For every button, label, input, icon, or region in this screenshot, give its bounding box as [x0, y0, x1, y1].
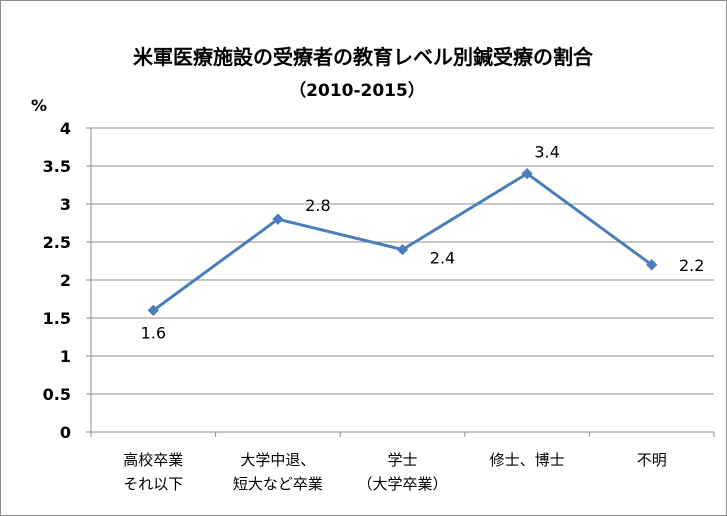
y-tick-labels: 0 0.5 1 1.5 2 2.5 3 3.5 4 — [43, 119, 71, 442]
gridlines — [91, 127, 714, 395]
y-tick-label: 1 — [60, 347, 71, 366]
data-label: 3.4 — [534, 143, 559, 162]
x-category-label: 学士 — [387, 451, 417, 469]
y-tick-label: 2.5 — [43, 233, 71, 252]
x-category-label: 高校卒業 — [123, 451, 183, 469]
y-tick-label: 3.5 — [43, 157, 71, 176]
data-label: 2.8 — [305, 196, 330, 215]
y-axis-unit-label: % — [31, 96, 47, 115]
x-category-label: （大学卒業） — [357, 475, 447, 493]
series-line-group — [147, 167, 658, 317]
x-category-label: 短大など卒業 — [233, 475, 323, 493]
y-tick-label: 0.5 — [43, 385, 71, 404]
y-tick-label: 4 — [60, 119, 71, 138]
y-tick-label: 1.5 — [43, 309, 71, 328]
y-tick-label: 0 — [60, 423, 71, 442]
x-category-label: それ以下 — [123, 475, 183, 493]
data-label: 2.2 — [679, 256, 704, 275]
data-point-marker — [147, 304, 159, 317]
data-label: 1.6 — [141, 323, 166, 342]
chart-title: 米軍医療施設の受療者の教育レベル別鍼受療の割合 — [133, 45, 594, 69]
data-labels: 1.6 2.8 2.4 3.4 2.2 — [141, 143, 705, 343]
y-tick-label: 3 — [60, 195, 71, 214]
axes — [86, 127, 715, 437]
data-point-marker — [272, 213, 284, 225]
data-point-marker — [646, 259, 658, 271]
chart-subtitle: （2010-2015） — [289, 80, 425, 101]
data-label: 2.4 — [430, 249, 455, 268]
x-category-label: 不明 — [637, 451, 667, 469]
y-tick-label: 2 — [60, 271, 71, 290]
x-category-label: 修士、博士 — [490, 451, 565, 469]
data-point-marker — [521, 167, 533, 180]
data-point-marker — [396, 243, 409, 256]
x-category-label: 大学中退、 — [240, 451, 315, 469]
